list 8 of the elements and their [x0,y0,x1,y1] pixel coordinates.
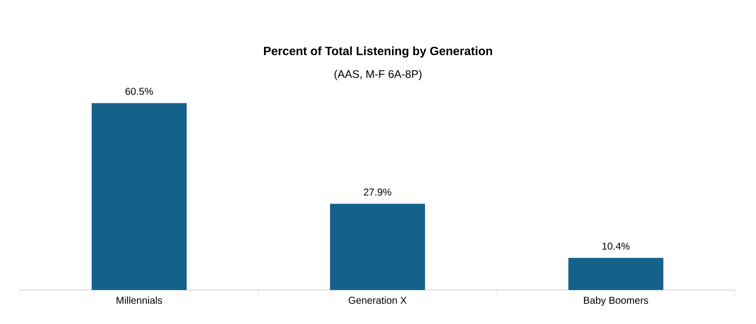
x-tick-label: Baby Boomers [584,296,648,306]
chart-title: Percent of Total Listening by Generation [264,46,492,58]
x-tick-label: Generation X [348,296,407,304]
data-label: 60.5% [126,88,153,95]
chart-subtitle: (AAS, M-F 6A-8P) [334,70,422,80]
data-label: 27.9% [364,188,392,196]
x-tick-label: Millennials [116,296,162,304]
data-label: 10.4% [602,242,630,250]
